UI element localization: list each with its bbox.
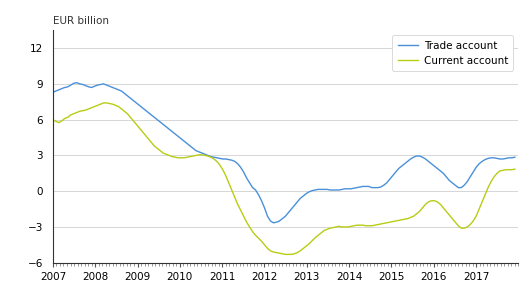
Trade account <box>270 221 277 225</box>
Line: Current account: Current account <box>53 103 515 254</box>
Trade account <box>169 130 175 133</box>
Current account <box>50 118 56 121</box>
Trade account <box>428 162 435 165</box>
Current account <box>243 220 250 224</box>
Line: Trade account: Trade account <box>53 83 515 223</box>
Current account <box>428 199 435 203</box>
Current account <box>169 155 175 159</box>
Current account <box>282 252 288 256</box>
Trade account <box>375 186 381 189</box>
Trade account <box>512 156 518 159</box>
Trade account <box>243 176 250 180</box>
Current account <box>101 101 107 105</box>
Current account <box>225 181 232 185</box>
Current account <box>330 226 336 230</box>
Legend: Trade account, Current account: Trade account, Current account <box>393 35 513 71</box>
Trade account <box>74 81 80 85</box>
Trade account <box>330 188 336 192</box>
Trade account <box>50 90 56 94</box>
Current account <box>512 167 518 171</box>
Trade account <box>225 158 232 161</box>
Text: EUR billion: EUR billion <box>53 15 109 26</box>
Current account <box>375 223 381 226</box>
